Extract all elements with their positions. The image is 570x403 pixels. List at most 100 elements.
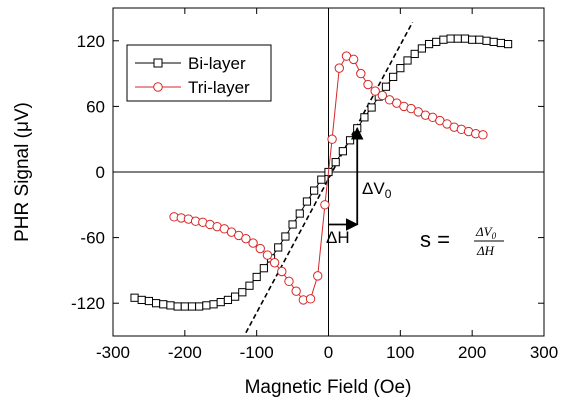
- x-axis-title: Magnetic Field (Oe): [245, 377, 412, 398]
- x-tick-label: 300: [530, 343, 558, 362]
- data-point: [496, 38, 505, 48]
- legend-marker-trilayer: [153, 82, 163, 92]
- data-point: [291, 286, 301, 296]
- data-point: [231, 292, 240, 301]
- data-point: [377, 90, 388, 101]
- data-point: [424, 39, 434, 49]
- data-point: [317, 175, 326, 184]
- data-point: [389, 72, 398, 81]
- delta-v-text: ΔV: [362, 179, 385, 198]
- data-point: [478, 130, 488, 140]
- data-point: [223, 295, 233, 305]
- legend-box: [126, 44, 272, 102]
- data-point: [403, 56, 412, 65]
- tangent-line: [245, 21, 414, 334]
- data-point: [363, 79, 373, 90]
- data-point: [209, 300, 218, 309]
- x-tick-label: 0: [324, 343, 333, 362]
- data-point: [245, 281, 254, 290]
- y-tick-label: 60: [86, 97, 105, 116]
- delta-v-label: ΔV0: [362, 179, 392, 201]
- data-point: [446, 34, 455, 43]
- data-point: [262, 250, 273, 260]
- data-point: [334, 63, 344, 73]
- y-tick-label: 0: [96, 163, 105, 182]
- data-point: [396, 64, 405, 73]
- formula-numerator: ΔV0: [475, 224, 497, 241]
- series-layer: [130, 34, 513, 311]
- tick-labels: -300 -200 -100 0 100 200 300 -120 -60 0 60 120: [71, 32, 558, 362]
- data-point: [281, 232, 290, 241]
- data-point: [310, 186, 319, 195]
- data-point: [356, 68, 366, 79]
- data-point: [417, 44, 426, 53]
- data-point: [439, 35, 448, 44]
- y-tick-label: -60: [80, 229, 105, 248]
- legend: Bi-layer Tri-layer: [126, 44, 272, 102]
- data-point: [216, 298, 225, 307]
- data-point: [295, 209, 304, 218]
- data-point: [367, 103, 376, 112]
- x-tick-label: 200: [458, 343, 486, 362]
- delta-h-label: ΔH: [326, 228, 350, 247]
- data-point: [468, 35, 477, 44]
- data-point: [338, 147, 347, 156]
- formula-lhs: s =: [420, 227, 450, 252]
- data-point: [327, 134, 337, 144]
- data-point: [288, 220, 297, 229]
- data-point: [274, 243, 283, 252]
- data-point: [195, 302, 204, 311]
- data-point: [187, 302, 197, 311]
- y-axis-title: PHR Signal (μV): [12, 102, 33, 242]
- data-point: [331, 158, 340, 167]
- delta-v-subscript: 0: [385, 187, 392, 201]
- data-point: [241, 233, 251, 244]
- data-point: [173, 302, 182, 311]
- data-point: [269, 258, 280, 268]
- legend-label-trilayer: Tri-layer: [188, 78, 250, 97]
- formula-num-subscript: 0: [492, 231, 497, 241]
- data-point: [489, 37, 498, 46]
- data-point: [248, 238, 258, 248]
- data-point: [166, 301, 175, 310]
- formula-num-text: ΔV: [475, 224, 494, 239]
- data-point: [305, 294, 316, 304]
- slope-formula: s = ΔV0 ΔH: [420, 224, 504, 258]
- data-point: [313, 271, 323, 281]
- data-point: [360, 113, 369, 122]
- x-tick-label: -100: [240, 343, 274, 362]
- legend-marker-bilayer: [153, 58, 163, 68]
- y-tick-label: -120: [71, 294, 105, 313]
- data-point: [432, 37, 441, 46]
- data-point: [453, 34, 462, 43]
- data-point: [345, 136, 355, 145]
- data-point: [348, 54, 359, 65]
- data-point: [152, 299, 161, 308]
- data-point: [370, 86, 380, 96]
- x-tick-label: 100: [386, 343, 414, 362]
- data-point: [503, 39, 513, 49]
- data-point: [482, 36, 491, 45]
- data-point: [475, 35, 484, 44]
- series-tri-layer: [169, 51, 488, 305]
- data-point: [259, 264, 268, 273]
- data-point: [302, 197, 312, 206]
- legend-label-bilayer: Bi-layer: [188, 54, 246, 73]
- data-point: [180, 302, 189, 311]
- y-tick-label: 120: [77, 32, 105, 51]
- data-point: [381, 82, 391, 91]
- data-point: [320, 200, 330, 210]
- data-point: [159, 300, 168, 309]
- data-point: [460, 34, 470, 43]
- x-tick-label: -300: [96, 343, 130, 362]
- data-point: [255, 243, 265, 254]
- data-point: [144, 296, 154, 306]
- formula-denominator: ΔH: [476, 243, 495, 258]
- data-point: [202, 301, 211, 310]
- ticks: [112, 8, 545, 336]
- data-point: [130, 293, 139, 302]
- data-point: [137, 295, 146, 305]
- data-point: [284, 276, 294, 287]
- data-point: [277, 266, 287, 277]
